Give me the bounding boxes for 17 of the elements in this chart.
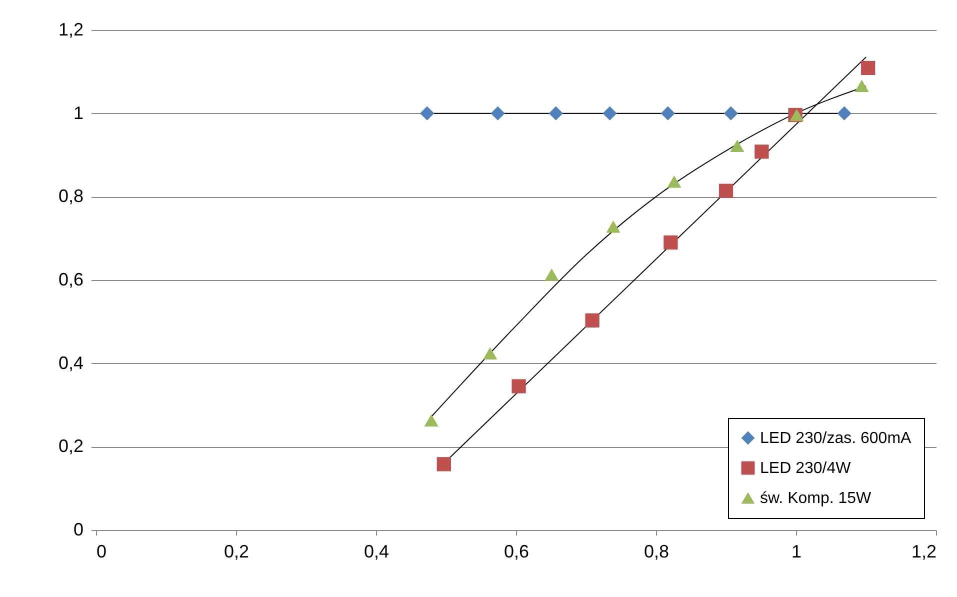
x-tick-label: 0 bbox=[96, 542, 107, 562]
y-tick-label: 0,8 bbox=[58, 186, 84, 206]
y-tick-label: 0,2 bbox=[58, 436, 84, 456]
x-tick-label: 0,2 bbox=[224, 542, 250, 562]
legend-label: LED 230/zas. 600mA bbox=[760, 430, 912, 447]
legend-label: LED 230/4W bbox=[760, 460, 852, 477]
x-tick-label: 1 bbox=[791, 542, 802, 562]
y-tick-label: 0 bbox=[73, 520, 84, 540]
y-tick-label: 1 bbox=[73, 102, 84, 123]
x-tick-label: 0,6 bbox=[504, 542, 530, 562]
x-tick-label: 0,4 bbox=[364, 542, 390, 562]
x-tick-label: 0,8 bbox=[644, 542, 670, 562]
y-tick-label: 0,4 bbox=[58, 352, 84, 373]
legend-label: św. Komp. 15W bbox=[760, 490, 872, 507]
x-tick-label: 1,2 bbox=[911, 542, 936, 562]
y-tick-label: 1,2 bbox=[58, 20, 84, 40]
y-tick-label: 0,6 bbox=[58, 270, 84, 290]
